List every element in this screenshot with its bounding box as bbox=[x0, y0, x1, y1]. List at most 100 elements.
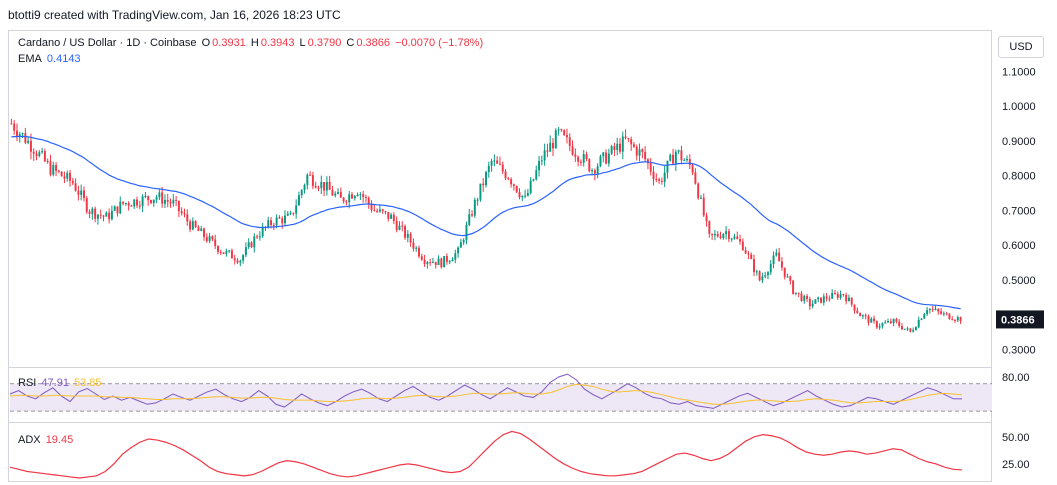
candle-body bbox=[130, 205, 133, 207]
candle-body bbox=[256, 236, 259, 238]
candle-body bbox=[303, 185, 306, 191]
candle-body bbox=[230, 250, 233, 259]
candle-body bbox=[887, 321, 889, 323]
candle-body bbox=[180, 211, 183, 214]
candle-body bbox=[694, 172, 697, 184]
candle-body bbox=[270, 220, 273, 226]
candle-body bbox=[479, 183, 482, 200]
adx-tick-label: 50.00 bbox=[1002, 432, 1030, 444]
candle-body bbox=[934, 308, 937, 310]
candle-body bbox=[465, 224, 468, 240]
candle-body bbox=[549, 142, 552, 152]
candle-body bbox=[46, 161, 49, 163]
candle-body bbox=[376, 210, 379, 212]
candle-body bbox=[99, 214, 102, 216]
price-tick-label: 0.7000 bbox=[1002, 205, 1036, 217]
candle-body bbox=[585, 154, 588, 160]
candle-body bbox=[850, 297, 853, 305]
candle-body bbox=[914, 327, 917, 331]
candle-body bbox=[766, 272, 769, 276]
candle-body bbox=[225, 250, 228, 254]
candle-body bbox=[297, 195, 300, 206]
candle-body bbox=[60, 171, 63, 177]
candle-body bbox=[281, 218, 284, 224]
candle-body bbox=[741, 241, 744, 251]
pane-separator-adx[interactable] bbox=[8, 422, 992, 423]
candle-body bbox=[923, 314, 926, 319]
candle-body bbox=[705, 215, 708, 222]
candle-body bbox=[906, 328, 909, 330]
candle-body bbox=[515, 185, 518, 193]
candle-body bbox=[878, 326, 881, 328]
ema-label[interactable]: EMA bbox=[18, 53, 42, 65]
candle-body bbox=[669, 154, 672, 161]
candle-body bbox=[423, 259, 426, 264]
candle-body bbox=[699, 197, 702, 199]
candle-body bbox=[27, 140, 30, 143]
pane-separator-rsi[interactable] bbox=[8, 367, 992, 368]
candle-body bbox=[591, 170, 594, 172]
candle-body bbox=[113, 206, 116, 211]
price-tick-label: 0.6000 bbox=[1002, 240, 1036, 252]
candle-body bbox=[339, 191, 342, 198]
candle-body bbox=[21, 133, 24, 135]
candle-body bbox=[744, 250, 747, 254]
candle-body bbox=[395, 220, 398, 230]
candle-body bbox=[543, 150, 546, 161]
candle-body bbox=[736, 236, 739, 240]
candle-body bbox=[275, 217, 278, 226]
candle-body bbox=[370, 203, 373, 210]
candle-body bbox=[836, 293, 839, 298]
candle-body bbox=[108, 212, 111, 220]
candle-body bbox=[959, 317, 962, 322]
adx-legend: ADX 19.45 bbox=[18, 434, 75, 446]
candle-body bbox=[686, 159, 688, 161]
candle-body bbox=[769, 263, 772, 273]
candle-body bbox=[884, 322, 887, 324]
candle-body bbox=[309, 174, 312, 176]
rsi-tick-label: 80.00 bbox=[1002, 372, 1030, 384]
candle-body bbox=[666, 160, 669, 173]
candle-body bbox=[124, 203, 127, 205]
candle-body bbox=[119, 201, 122, 214]
candle-body bbox=[485, 172, 487, 186]
adx-label[interactable]: ADX bbox=[18, 434, 41, 446]
ema-legend: EMA 0.4143 bbox=[18, 53, 83, 65]
candle-body bbox=[563, 130, 566, 135]
candle-body bbox=[842, 294, 845, 296]
candle-body bbox=[775, 252, 778, 256]
currency-button[interactable]: USD bbox=[998, 36, 1044, 58]
candle-body bbox=[764, 275, 767, 277]
candle-body bbox=[831, 292, 834, 299]
candle-body bbox=[127, 203, 130, 206]
candle-body bbox=[74, 183, 77, 191]
candle-body bbox=[286, 213, 289, 216]
candle-body bbox=[186, 214, 189, 222]
rsi-line bbox=[9, 373, 963, 409]
candle-body bbox=[96, 214, 99, 219]
adx-tick-label: 25.00 bbox=[1002, 459, 1030, 471]
candle-body bbox=[702, 197, 705, 216]
rsi-label[interactable]: RSI bbox=[18, 377, 37, 389]
candle-body bbox=[398, 225, 401, 230]
candle-body bbox=[141, 196, 144, 207]
candle-body bbox=[822, 296, 825, 303]
candle-body bbox=[239, 260, 242, 263]
candle-body bbox=[49, 161, 52, 175]
chart-area[interactable] bbox=[8, 30, 992, 482]
ema-line bbox=[11, 135, 961, 310]
candle-body bbox=[716, 233, 719, 237]
candle-body bbox=[755, 271, 758, 273]
candle-body bbox=[88, 211, 91, 214]
candle-body bbox=[895, 319, 898, 322]
candle-body bbox=[853, 304, 856, 311]
symbol-title[interactable]: Cardano / US Dollar · 1D · Coinbase bbox=[18, 37, 197, 49]
candle-body bbox=[546, 150, 549, 152]
candle-body bbox=[197, 226, 200, 231]
candle-body bbox=[521, 195, 524, 198]
candle-body bbox=[568, 137, 571, 146]
candle-body bbox=[624, 136, 627, 139]
open-label: O bbox=[201, 37, 211, 49]
candle-body bbox=[820, 297, 822, 303]
